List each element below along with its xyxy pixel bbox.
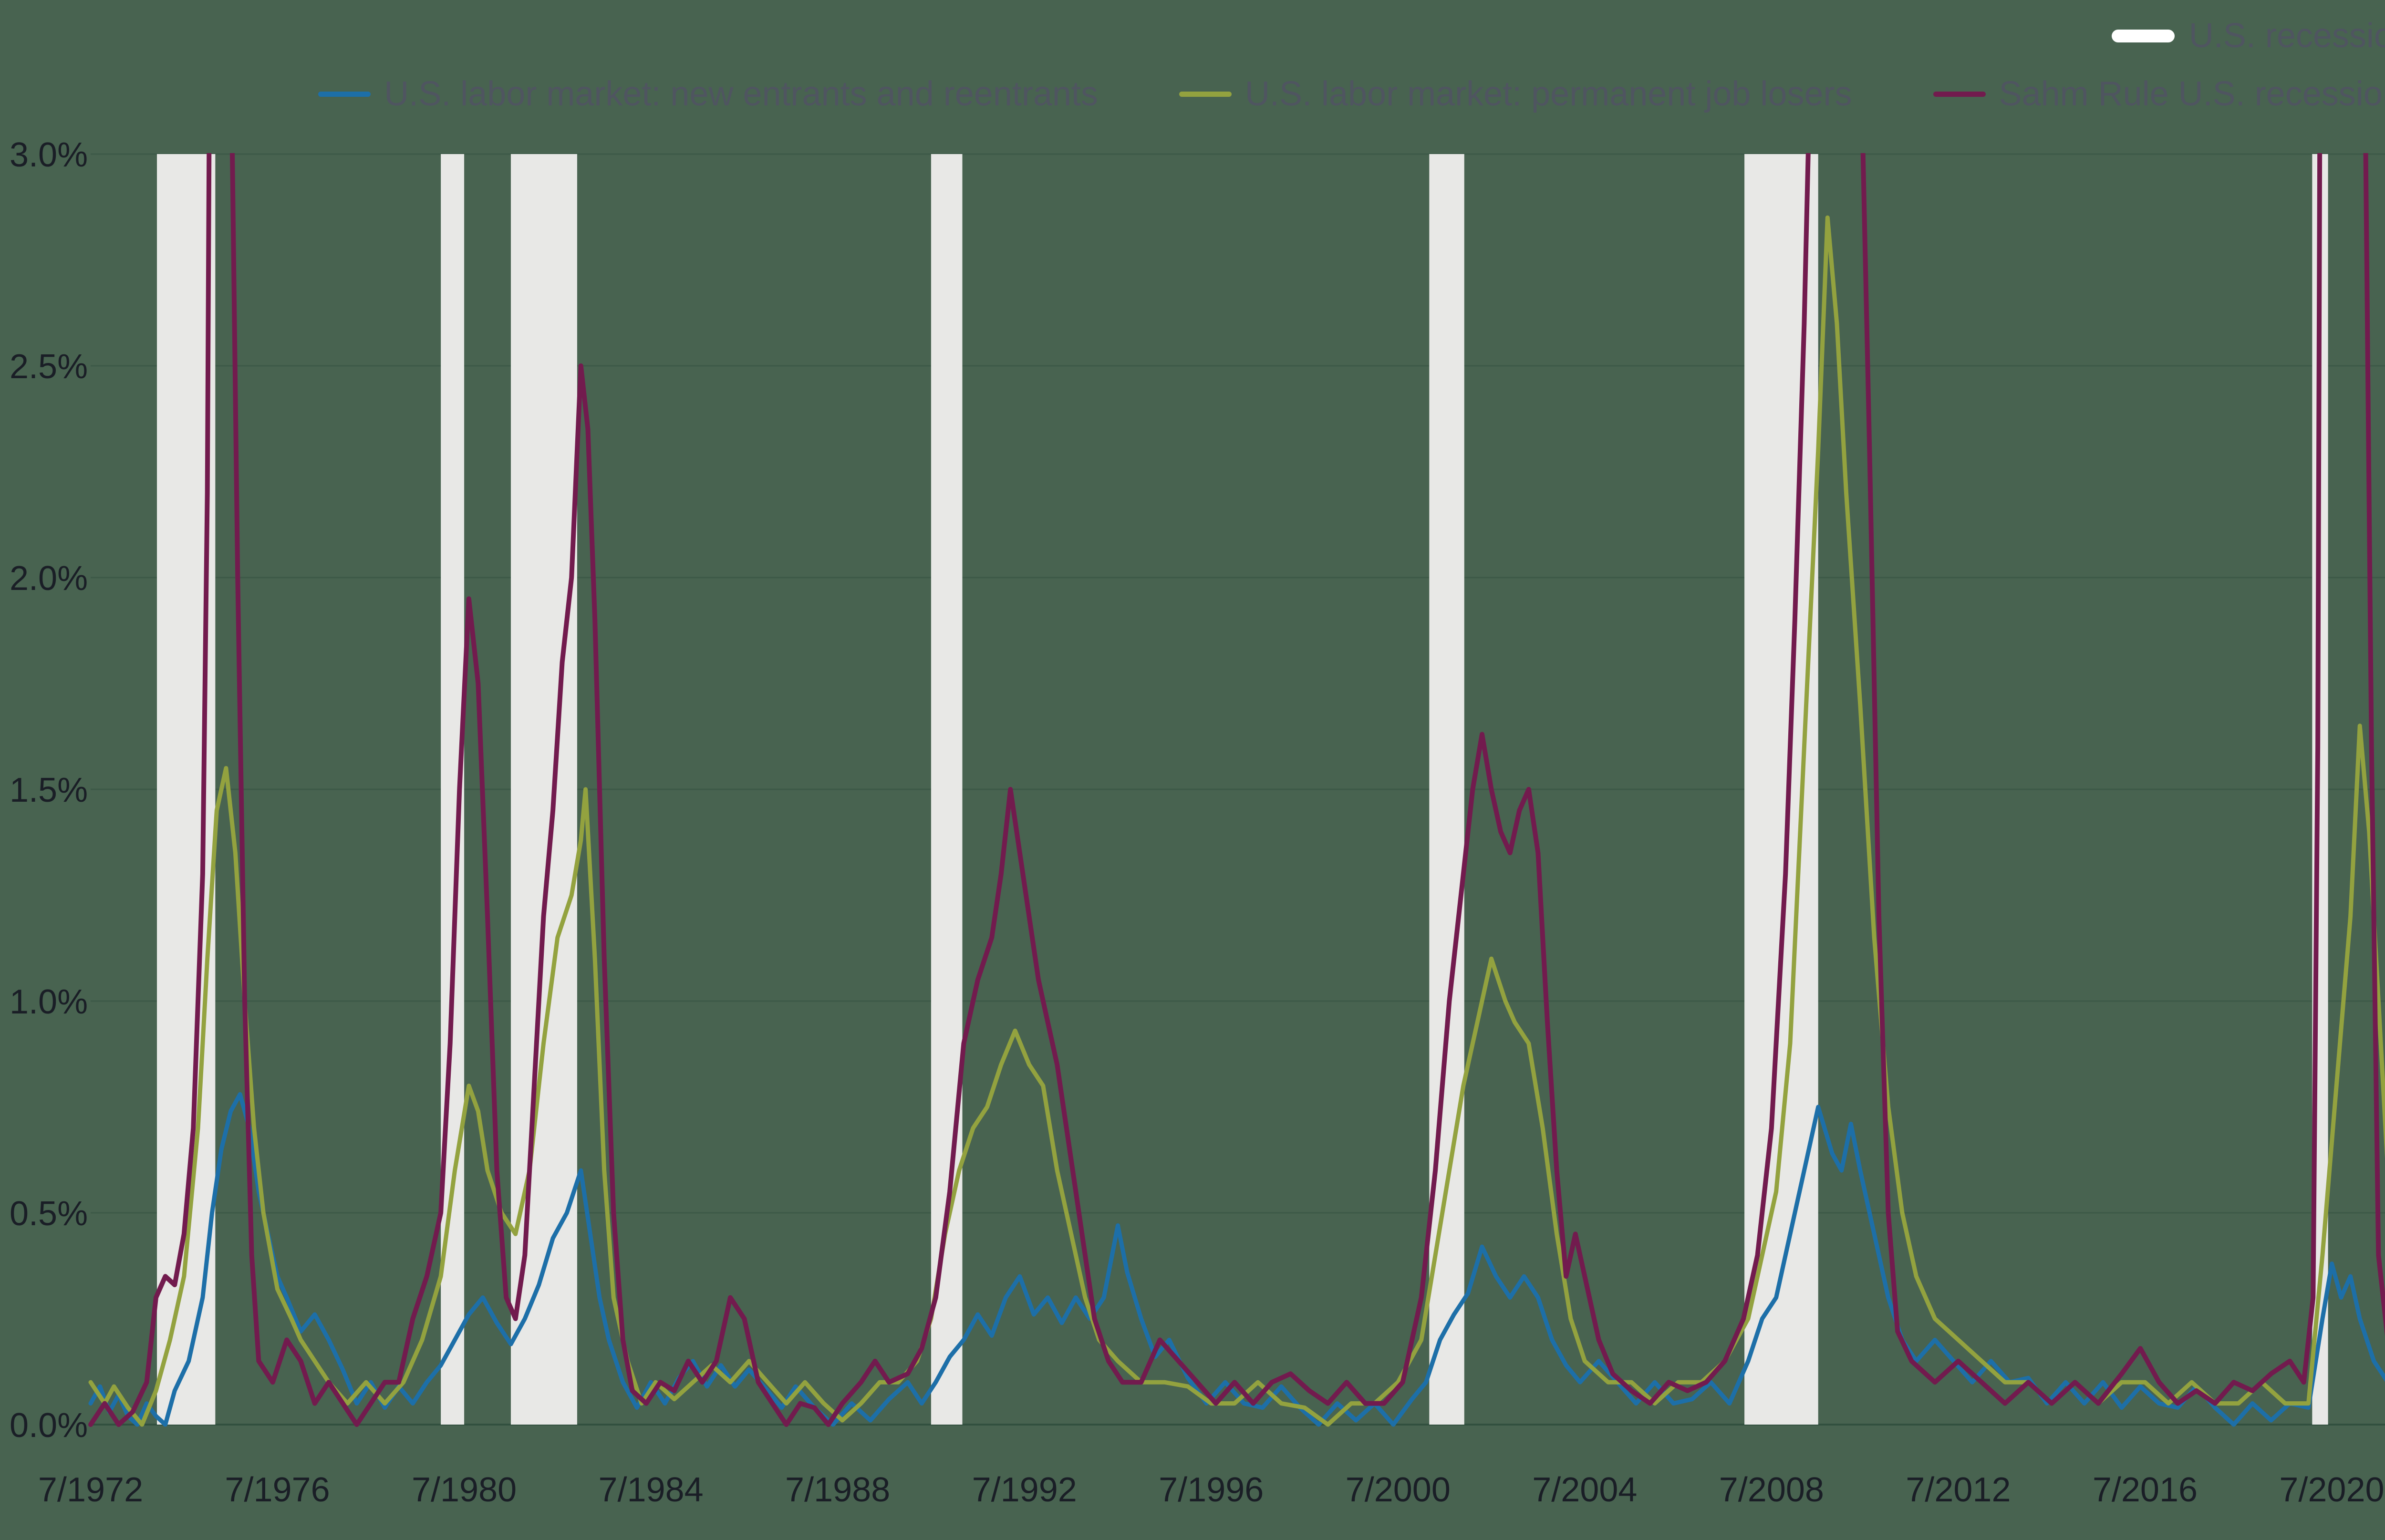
legend-item-permanent-job-losers: U.S. labor market: permanent job losers <box>1179 74 1852 114</box>
y-tick-label: 0.5% <box>10 1195 88 1233</box>
x-tick-label: 7/1996 <box>1159 1471 1264 1509</box>
series-lines <box>88 153 2385 1427</box>
y-tick-label: 3.0% <box>10 136 88 174</box>
x-tick-label: 7/2016 <box>2093 1471 2198 1509</box>
x-tick-label: 7/1992 <box>972 1471 1077 1509</box>
legend-label-permanent-job-losers: U.S. labor market: permanent job losers <box>1244 75 1852 113</box>
recession-legend: U.S. recession (NBER) <box>2111 16 2385 55</box>
recession-swatch-icon <box>2111 29 2175 42</box>
sahm-rule-swatch-icon <box>1933 91 1986 97</box>
x-tick-label: 7/1976 <box>225 1471 330 1509</box>
recession-band <box>1429 154 1464 1425</box>
permanent-job-losers-swatch-icon <box>1179 91 1232 97</box>
legend-label-new-entrants: U.S. labor market: new entrants and reen… <box>384 75 1098 113</box>
x-axis-labels: 7/1972 7/1976 7/1980 7/1984 7/1988 7/1992 7/19… <box>38 1471 2385 1509</box>
y-tick-label: 0.0% <box>10 1406 88 1445</box>
x-tick-label: 7/1980 <box>412 1471 517 1509</box>
x-tick-label: 7/2000 <box>1346 1471 1451 1509</box>
y-tick-label: 2.0% <box>10 559 88 598</box>
y-tick-label: 1.5% <box>10 771 88 809</box>
x-tick-label: 7/2012 <box>1906 1471 2011 1509</box>
new-entrants-swatch-icon <box>318 91 371 97</box>
y-tick-label: 1.0% <box>10 983 88 1021</box>
recession-band <box>1744 154 1818 1425</box>
x-tick-label: 7/1984 <box>599 1471 704 1509</box>
gridlines: 3.0% 2.5% 2.0% 1.5% 1.0% 0.5% 0.0% <box>10 136 2385 1445</box>
legend-item-new-entrants: U.S. labor market: new entrants and reen… <box>318 74 1098 114</box>
series-line-1 <box>88 215 2385 1427</box>
legend-item-sahm-rule: Sahm Rule U.S. recession indicator <box>1933 74 2385 114</box>
x-tick-label: 7/1988 <box>785 1471 890 1509</box>
series-legend: U.S. labor market: new entrants and reen… <box>0 74 2385 114</box>
x-tick-label: 7/2020 <box>2279 1471 2384 1509</box>
recession-legend-label: U.S. recession (NBER) <box>2188 17 2385 55</box>
legend-label-sahm-rule: Sahm Rule U.S. recession indicator <box>1999 75 2385 113</box>
series-line-0 <box>88 1092 2385 1427</box>
series-line-2 <box>88 153 2385 1427</box>
y-tick-label: 2.5% <box>10 348 88 386</box>
recession-band <box>510 154 577 1425</box>
x-tick-label: 7/2004 <box>1532 1471 1637 1509</box>
x-tick-label: 7/2008 <box>1719 1471 1824 1509</box>
x-tick-label: 7/1972 <box>38 1471 143 1509</box>
